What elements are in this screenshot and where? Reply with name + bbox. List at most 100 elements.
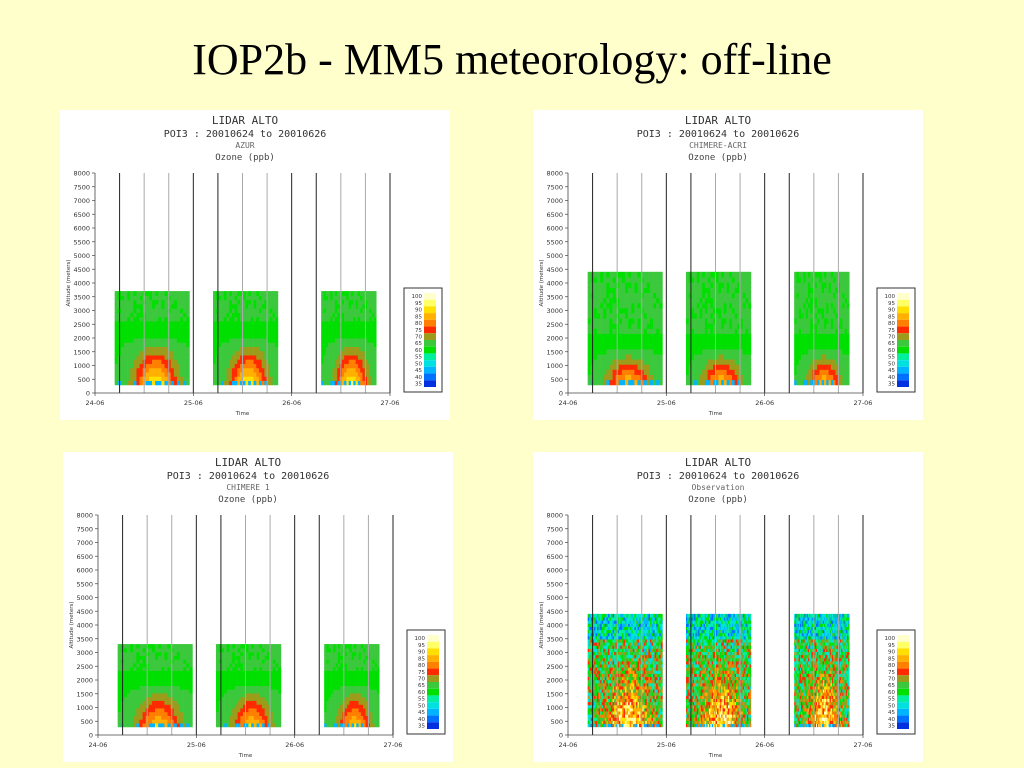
heatmap-cell — [634, 297, 638, 304]
heatmap-cell — [117, 670, 122, 675]
heatmap-cell — [176, 359, 181, 364]
heatmap-cell — [612, 271, 616, 278]
heatmap-cell — [237, 308, 241, 313]
heatmap-cell — [240, 644, 244, 649]
heatmap-cell — [830, 307, 834, 314]
heatmap-cell — [348, 350, 352, 356]
heatmap-cell — [691, 271, 695, 278]
heatmap-cell — [148, 308, 153, 313]
heatmap-cell — [794, 312, 797, 319]
heatmap-cell — [139, 666, 143, 671]
heatmap-cell — [264, 715, 268, 720]
heatmap-cell — [245, 707, 249, 713]
heatmap-cell — [261, 689, 265, 694]
heatmap-cell — [258, 367, 262, 373]
heatmap-cell — [823, 302, 827, 309]
heatmap-cell — [245, 711, 249, 716]
heatmap-cell — [805, 282, 809, 288]
slide-title: IOP2b - MM5 meteorology: off-line — [192, 35, 832, 84]
heatmap-cell — [723, 338, 727, 345]
heatmap-cell — [372, 692, 375, 698]
heatmap-cell — [221, 320, 225, 326]
heatmap-cell — [167, 662, 171, 668]
heatmap-cell — [814, 276, 818, 283]
heatmap-cell — [179, 674, 184, 679]
heatmap-cell — [331, 704, 334, 709]
heatmap-cell — [734, 302, 738, 309]
heatmap-cell — [331, 655, 334, 660]
heatmap-cell — [253, 707, 257, 713]
heatmap-cell — [367, 320, 370, 326]
heatmap-cell — [258, 299, 262, 305]
heatmap-cell — [805, 276, 809, 283]
heatmap-cell — [245, 329, 249, 335]
heatmap-cell — [833, 302, 836, 309]
heatmap-cell — [186, 380, 190, 386]
heatmap-cell — [350, 354, 354, 360]
heatmap-cell — [221, 308, 225, 313]
heatmap-cell — [587, 276, 592, 283]
heatmap-cell — [699, 312, 703, 319]
heatmap-cell — [621, 374, 626, 381]
heatmap-cell — [355, 359, 359, 364]
heatmap-cell — [830, 338, 834, 345]
heatmap-cell — [718, 364, 722, 370]
heatmap-cell — [593, 287, 598, 293]
heatmap-cell — [117, 647, 122, 653]
heatmap-cell — [237, 689, 241, 694]
heatmap-cell — [828, 307, 832, 314]
heatmap-cell — [699, 353, 703, 360]
heatmap-cell — [369, 363, 372, 369]
heatmap-cell — [649, 317, 654, 324]
heatmap-cell — [367, 350, 370, 356]
heatmap-cell — [696, 307, 700, 314]
heatmap-cell — [710, 282, 714, 288]
heatmap-cell — [223, 299, 227, 305]
heatmap-cell — [248, 707, 252, 713]
heatmap-cell — [713, 312, 717, 319]
heatmap-cell — [606, 379, 610, 386]
heatmap-cell — [161, 655, 165, 660]
heatmap-cell — [344, 329, 347, 335]
heatmap-cell — [176, 346, 181, 352]
heatmap-cell — [656, 343, 660, 350]
heatmap-cell — [643, 353, 648, 360]
heatmap-cell — [272, 681, 276, 686]
heatmap-cell — [215, 329, 219, 335]
heatmap-cell — [796, 292, 800, 299]
heatmap-cell — [653, 312, 657, 319]
heatmap-cell — [696, 271, 700, 278]
heatmap-cell — [186, 715, 190, 720]
heatmap-cell — [127, 376, 131, 381]
heatmap-cell — [133, 320, 137, 326]
heatmap-cell — [376, 662, 380, 668]
heatmap-cell — [344, 685, 348, 690]
heatmap-cell — [173, 692, 178, 698]
heatmap-cell — [179, 681, 184, 686]
heatmap-cell — [600, 287, 604, 293]
heatmap-cell — [133, 342, 137, 347]
heatmap-cell — [332, 337, 336, 343]
heatmap-cell — [637, 302, 641, 309]
heatmap-cell — [136, 696, 140, 701]
heatmap-cell — [183, 337, 187, 343]
heatmap-cell — [704, 333, 708, 340]
heatmap-cell — [272, 325, 276, 330]
heatmap-cell — [136, 681, 140, 686]
heatmap-cell — [123, 704, 128, 709]
heatmap-cell — [699, 328, 703, 334]
heatmap-cell — [351, 711, 355, 716]
heatmap-cell — [130, 376, 134, 381]
heatmap-cell — [250, 367, 254, 373]
heatmap-cell — [164, 320, 168, 326]
heatmap-cell — [189, 666, 193, 671]
heatmap-cell — [707, 338, 711, 345]
heatmap-cell — [337, 346, 340, 352]
heatmap-cell — [158, 371, 162, 377]
heatmap-cell — [828, 353, 832, 360]
heatmap-cell — [251, 677, 255, 683]
heatmap-cell — [326, 719, 330, 724]
heatmap-cell — [659, 379, 663, 386]
heatmap-cell — [357, 299, 361, 305]
heatmap-cell — [798, 348, 802, 355]
